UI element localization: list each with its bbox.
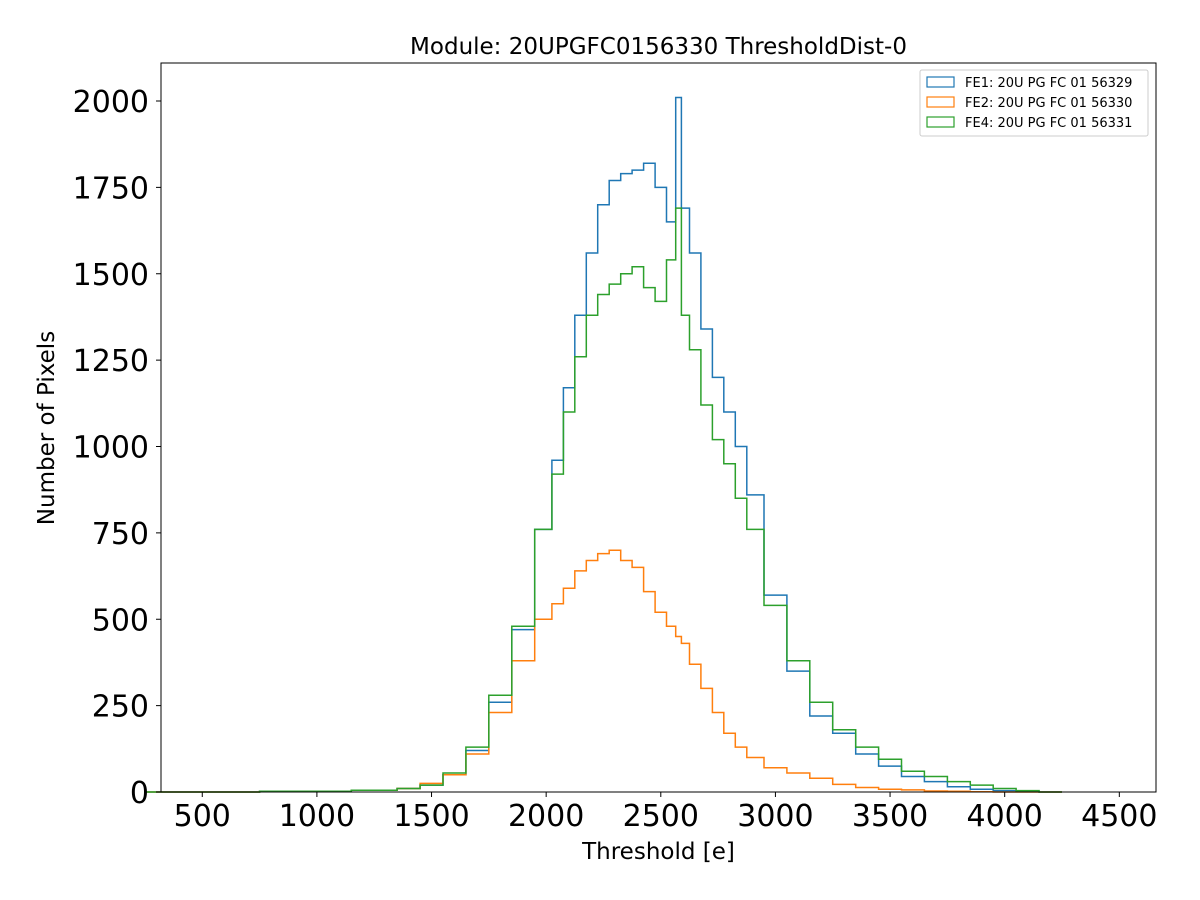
y-tick-label: 750 — [92, 517, 149, 552]
legend-swatch — [926, 96, 955, 108]
x-tick-label: 3000 — [737, 799, 813, 834]
plot-frame — [160, 62, 1157, 793]
legend: FE1: 20U PG FC 01 56329 FE2: 20U PG FC 01… — [919, 69, 1149, 137]
series-line-fe4 — [145, 207, 1062, 793]
chart-title: Module: 20UPGFC0156330 ThresholdDist-0 — [410, 34, 907, 60]
legend-swatch — [926, 76, 955, 88]
y-tick-label: 0 — [130, 776, 149, 811]
legend-label: FE1: 20U PG FC 01 56329 — [965, 76, 1132, 91]
y-tick-label: 1750 — [73, 171, 149, 206]
y-tick-label: 250 — [92, 690, 149, 725]
legend-box — [919, 69, 1149, 137]
x-tick-label: 2000 — [508, 799, 584, 834]
x-axis-label: Threshold [e] — [581, 839, 735, 865]
legend-label: FE4: 20U PG FC 01 56331 — [965, 116, 1132, 131]
x-tick-label: 1000 — [279, 799, 355, 834]
x-tick-label: 1500 — [393, 799, 469, 834]
x-axis: 500 1000 1500 2000 2500 3000 3500 4000 4500 — [174, 792, 1157, 834]
series-layer — [145, 96, 1062, 793]
x-tick-label: 4000 — [967, 799, 1043, 834]
x-tick-label: 2500 — [623, 799, 699, 834]
y-tick-label: 2000 — [73, 85, 149, 120]
y-tick-label: 1500 — [73, 258, 149, 293]
x-tick-label: 500 — [174, 799, 231, 834]
y-tick-label: 1250 — [73, 344, 149, 379]
y-axis-label: Number of Pixels — [34, 331, 60, 525]
legend-swatch — [926, 116, 955, 128]
y-tick-label: 500 — [92, 603, 149, 638]
x-tick-label: 3500 — [852, 799, 928, 834]
legend-label: FE2: 20U PG FC 01 56330 — [965, 96, 1132, 111]
x-tick-label: 4500 — [1081, 799, 1157, 834]
y-axis: 0 250 500 750 1000 1250 1500 1750 2000 — [73, 85, 161, 811]
y-tick-label: 1000 — [73, 431, 149, 466]
